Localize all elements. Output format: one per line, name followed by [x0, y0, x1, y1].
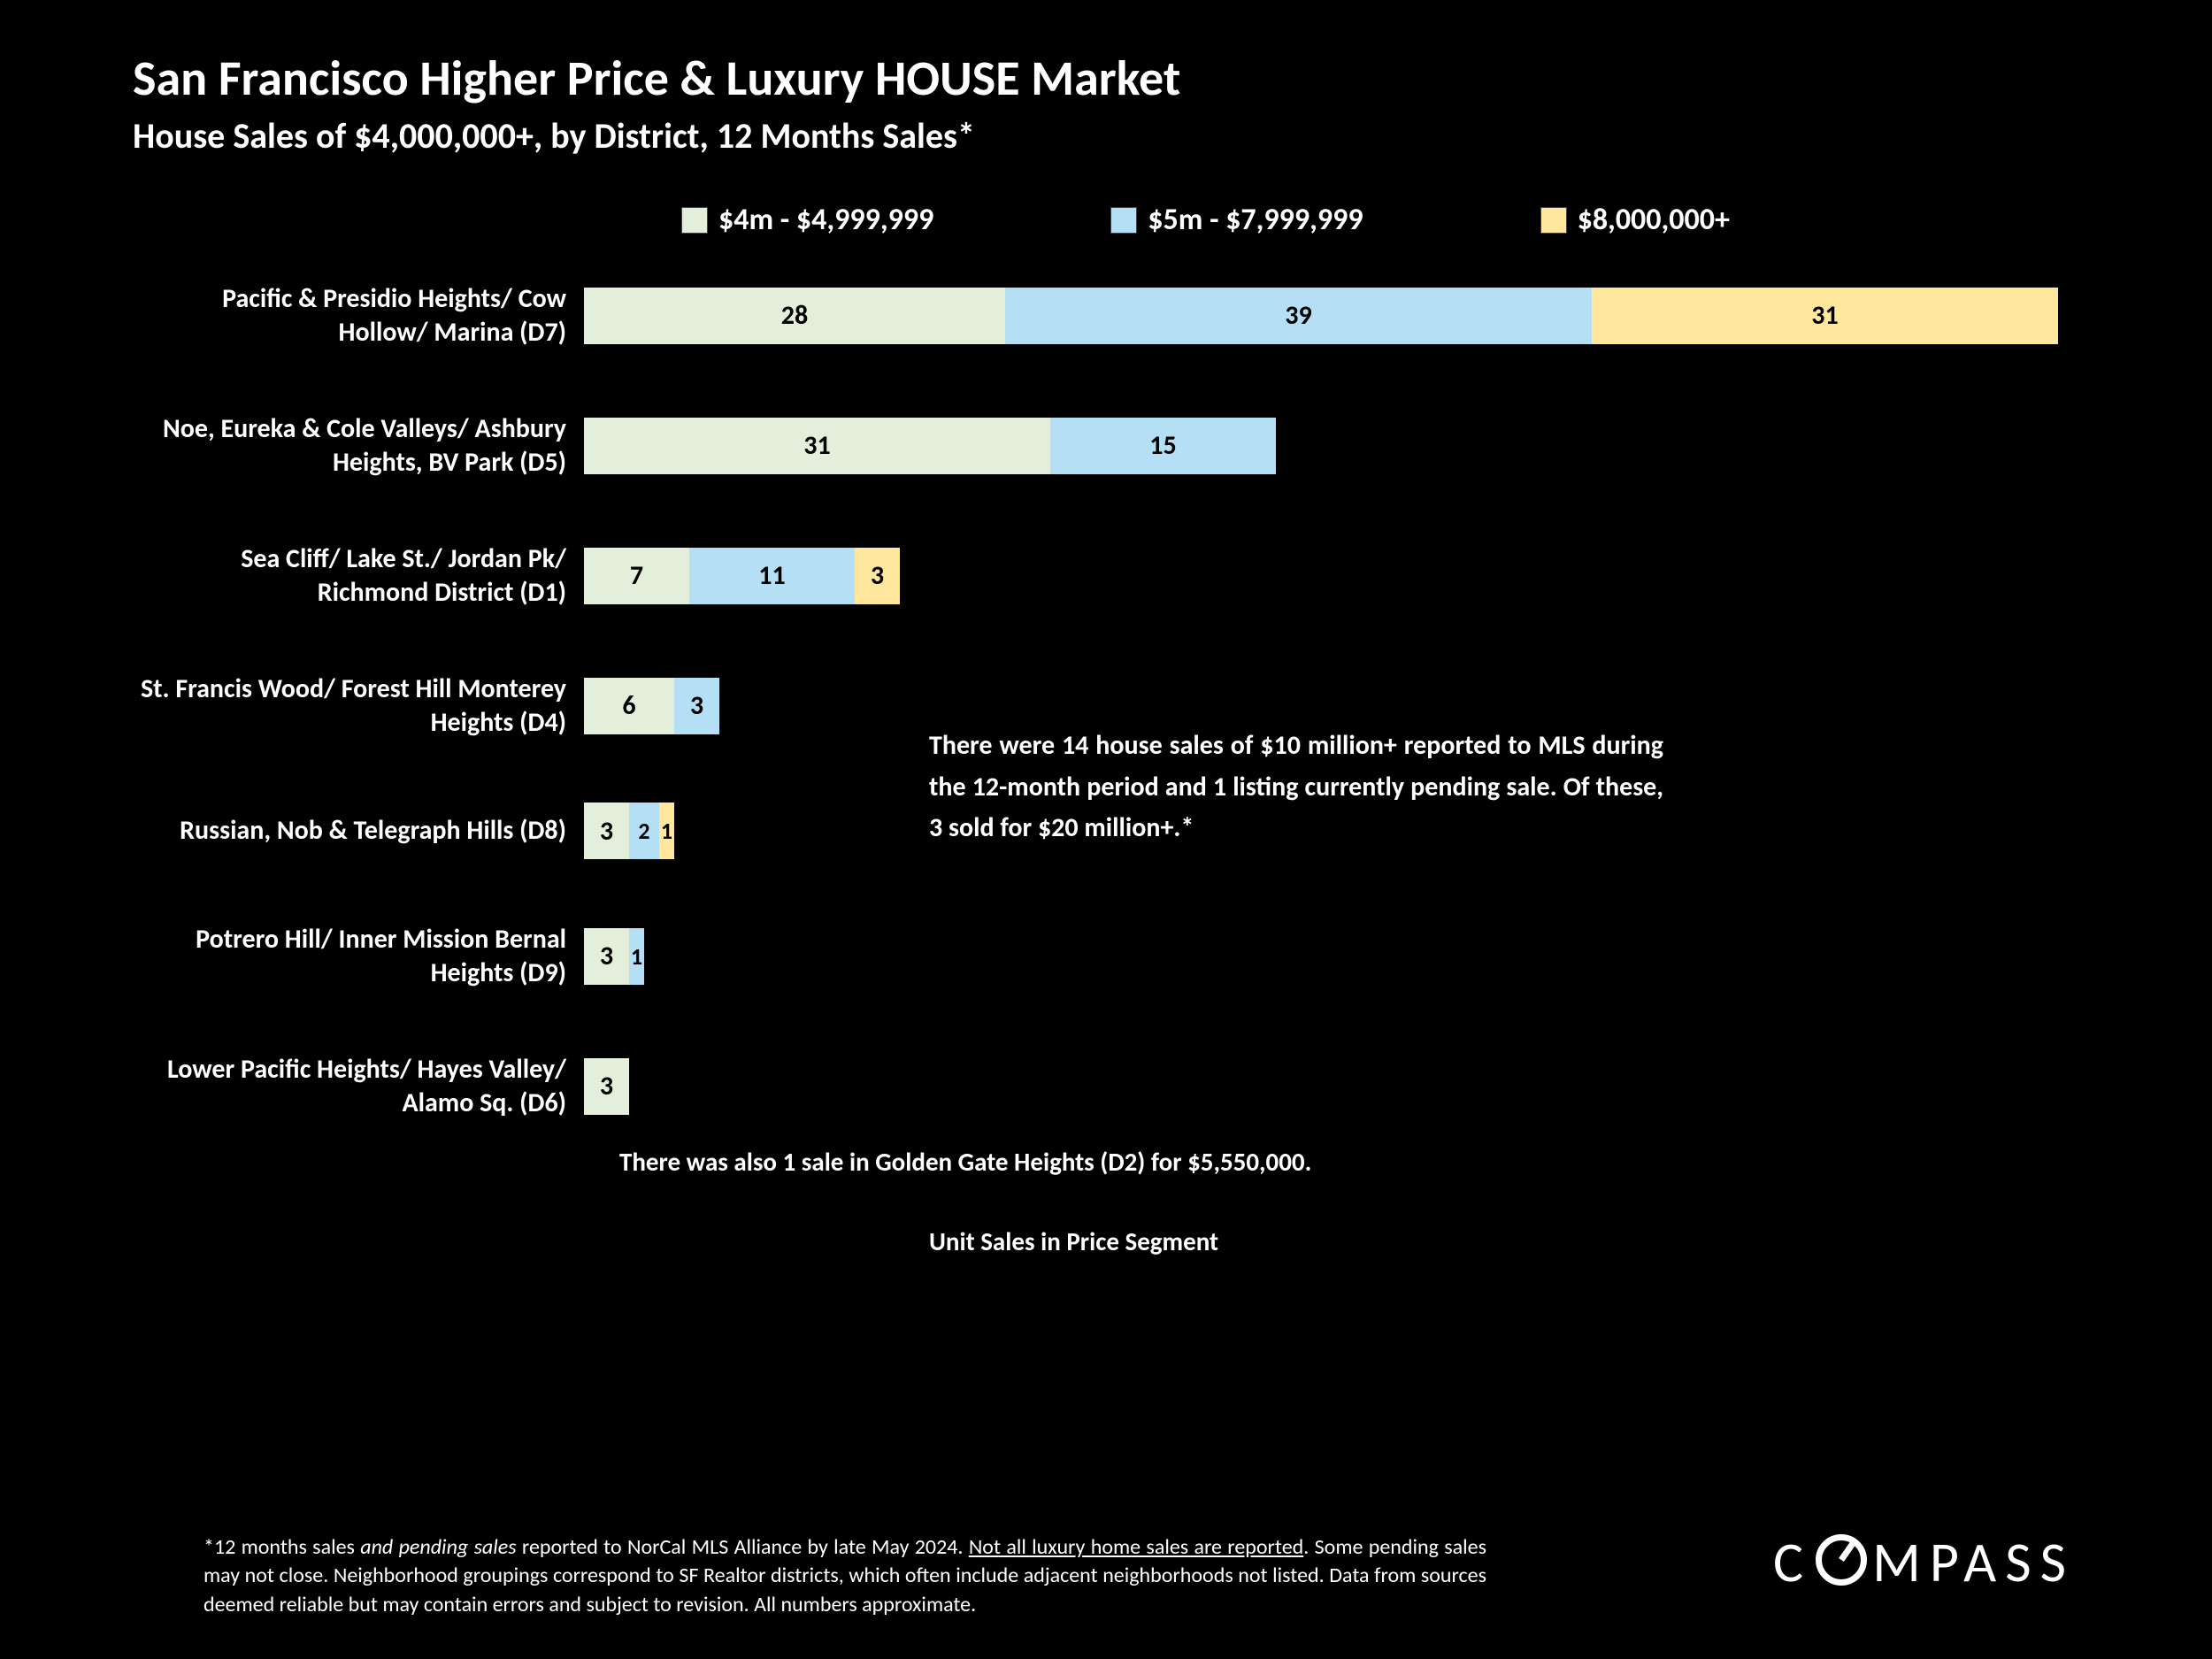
- row-label: Sea Cliff/ Lake St./ Jordan Pk/ Richmond…: [133, 542, 584, 609]
- row-label: Noe, Eureka & Cole Valleys/ Ashbury Heig…: [133, 412, 584, 479]
- legend-item-1: $5m - $7,999,999: [1110, 202, 1363, 238]
- bar-segment: 3: [584, 1058, 629, 1115]
- chart-row: Sea Cliff/ Lake St./ Jordan Pk/ Richmond…: [133, 542, 2079, 609]
- footnote-italic: and pending sales: [360, 1534, 516, 1560]
- footnote-pre: *12 months sales: [204, 1534, 360, 1560]
- chart-row: Noe, Eureka & Cole Valleys/ Ashbury Heig…: [133, 412, 2079, 479]
- row-label: Potrero Hill/ Inner Mission Bernal Heigh…: [133, 923, 584, 989]
- bar-track: 283931: [584, 288, 2079, 344]
- legend-label-0: $4m - $4,999,999: [718, 202, 933, 238]
- brand-logo: C MPASS: [1773, 1528, 2075, 1597]
- bar-segment: 3: [855, 548, 900, 604]
- annotation-block: There were 14 house sales of $10 million…: [929, 726, 1663, 849]
- bar-segment: 3: [584, 803, 629, 859]
- bar-segment: 28: [584, 288, 1005, 344]
- bar-segment: 1: [659, 803, 674, 859]
- legend: $4m - $4,999,999 $5m - $7,999,999 $8,000…: [681, 202, 2079, 238]
- bar-track: 3115: [584, 418, 2079, 474]
- bar-segment: 11: [689, 548, 855, 604]
- bar-segment: 6: [584, 678, 674, 734]
- legend-swatch-1: [1110, 207, 1137, 234]
- bar-segment: 3: [674, 678, 719, 734]
- row-label: Russian, Nob & Telegraph Hills (D8): [133, 814, 584, 848]
- bar-segment: 7: [584, 548, 689, 604]
- bar-track: 3: [584, 1058, 2079, 1115]
- chart-area: Pacific & Presidio Heights/ Cow Hollow/ …: [133, 282, 2079, 1119]
- legend-item-2: $8,000,000+: [1540, 202, 1730, 238]
- footnote-mid: reported to NorCal MLS Alliance by late …: [517, 1534, 969, 1560]
- bar-segment: 1: [629, 928, 644, 985]
- chart-row: Pacific & Presidio Heights/ Cow Hollow/ …: [133, 282, 2079, 349]
- footnote-underline: Not all luxury home sales are reported: [969, 1534, 1303, 1560]
- chart-title: San Francisco Higher Price & Luxury HOUS…: [133, 49, 2079, 109]
- bar-segment: 2: [629, 803, 659, 859]
- annotation-line: There was also 1 sale in Golden Gate Hei…: [619, 1146, 1311, 1178]
- compass-icon: [1816, 1534, 1867, 1586]
- bar-segment: 3: [584, 928, 629, 985]
- bar-segment: 31: [1592, 288, 2058, 344]
- legend-label-1: $5m - $7,999,999: [1148, 202, 1363, 238]
- chart-row: Potrero Hill/ Inner Mission Bernal Heigh…: [133, 923, 2079, 989]
- row-label: St. Francis Wood/ Forest Hill Monterey H…: [133, 672, 584, 739]
- legend-swatch-0: [681, 207, 708, 234]
- bar-segment: 15: [1050, 418, 1276, 474]
- bar-segment: 31: [584, 418, 1050, 474]
- bar-track: 7113: [584, 548, 2079, 604]
- chart-subtitle: House Sales of $4,000,000+, by District,…: [133, 114, 2079, 157]
- chart-row: Lower Pacific Heights/ Hayes Valley/ Ala…: [133, 1053, 2079, 1119]
- brand-pre: C: [1773, 1528, 1812, 1597]
- row-label: Lower Pacific Heights/ Hayes Valley/ Ala…: [133, 1053, 584, 1119]
- axis-label: Unit Sales in Price Segment: [929, 1225, 1218, 1257]
- brand-post: MPASS: [1872, 1528, 2075, 1597]
- row-label: Pacific & Presidio Heights/ Cow Hollow/ …: [133, 282, 584, 349]
- legend-item-0: $4m - $4,999,999: [681, 202, 933, 238]
- legend-swatch-2: [1540, 207, 1567, 234]
- bar-track: 31: [584, 928, 2079, 985]
- bar-segment: 39: [1005, 288, 1592, 344]
- legend-label-2: $8,000,000+: [1578, 202, 1730, 238]
- footnote: *12 months sales and pending sales repor…: [204, 1533, 1486, 1619]
